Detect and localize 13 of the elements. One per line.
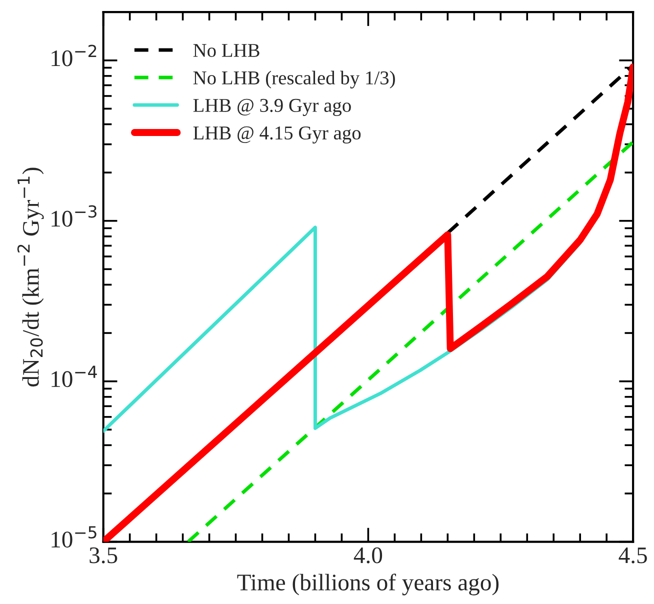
y-tick-label: 10$^{−2}$ xyxy=(52,44,96,66)
legend-label: LHB @ 4.15 Gyr ago xyxy=(193,126,361,144)
x-tick-label: 4.0 xyxy=(354,547,382,564)
x-tick-label: 3.5 xyxy=(90,547,118,564)
legend-label: No LHB xyxy=(193,44,260,57)
legend-label: LHB @ 3.9 Gyr ago xyxy=(193,98,351,116)
x-axis-title: Time (billions of years ago) xyxy=(237,574,499,596)
legend-label: No LHB (rescaled by 1/3) xyxy=(193,70,395,88)
y-tick-label: 10$^{−5}$ xyxy=(52,526,96,548)
y-axis-title: dN$_{20}$/dt (km$^{−2}$ Gyr$^{−1}$) xyxy=(17,168,44,386)
y-tick-label: 10$^{−3}$ xyxy=(52,205,96,227)
y-tick-label: 10$^{−4}$ xyxy=(52,366,97,388)
x-tick-label: 4.5 xyxy=(618,547,647,564)
